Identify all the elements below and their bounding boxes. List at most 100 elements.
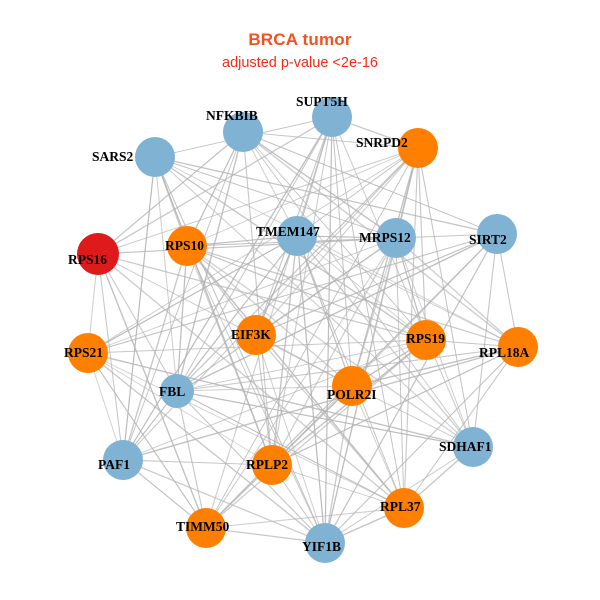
network-edge (176, 390, 405, 509)
node-label-rps19: RPS19 (406, 331, 445, 346)
network-node-supt5h[interactable] (312, 97, 352, 137)
node-label-rplp2: RPLP2 (246, 457, 288, 472)
network-node-tmem147[interactable] (277, 216, 317, 256)
node-label-rps10: RPS10 (165, 238, 204, 253)
network-node-rpl18a[interactable] (498, 327, 538, 367)
network-node-paf1[interactable] (103, 440, 143, 480)
network-edge (351, 385, 474, 448)
network-edge (242, 131, 474, 448)
network-edge (205, 507, 405, 529)
network-edge (176, 390, 207, 529)
network-node-sirt2[interactable] (477, 214, 517, 254)
network-node-rps10[interactable] (167, 226, 207, 266)
network-node-timm50[interactable] (186, 508, 226, 548)
network-edge (296, 235, 353, 387)
network-edge (97, 253, 427, 341)
network-edge (403, 346, 519, 509)
network-edge (186, 147, 419, 247)
network-edge (331, 116, 353, 387)
network-edge (176, 390, 474, 448)
network-node-fbl[interactable] (160, 374, 194, 408)
network-edge (324, 116, 333, 544)
node-label-layer: SUPT5H NFKBIB SNRPD2 SARS2 SIRT2 MRPS12 TMEM14… (64, 94, 530, 554)
network-edge (87, 352, 273, 466)
network-edge (154, 156, 178, 392)
network-edge (87, 147, 419, 354)
network-node-polr2i[interactable] (332, 366, 372, 406)
network-edge (87, 237, 397, 354)
network-edge (271, 237, 397, 466)
network-edge (87, 352, 326, 544)
network-edge (97, 253, 124, 461)
network-edge (296, 235, 519, 348)
network-edge (122, 459, 326, 544)
node-label-rpl18a: RPL18A (479, 345, 530, 360)
network-edge (186, 245, 405, 509)
node-label-rpl37: RPL37 (380, 499, 421, 514)
node-label-eif3k: EIF3K (231, 327, 271, 342)
network-node-nfkbib[interactable] (223, 112, 263, 152)
network-node-rpl37[interactable] (384, 488, 424, 528)
network-edge (97, 253, 178, 392)
network-node-eif3k[interactable] (236, 315, 276, 355)
network-edge (186, 245, 474, 448)
network-edge (186, 245, 273, 466)
network-edge (176, 339, 427, 392)
network-edge (242, 131, 397, 239)
network-edge (87, 233, 498, 354)
network-edge (87, 235, 298, 354)
node-label-paf1: PAF1 (98, 457, 130, 472)
network-edge (395, 237, 519, 348)
network-edge (331, 116, 405, 509)
node-label-sirt2: SIRT2 (469, 232, 507, 247)
network-edge (122, 346, 519, 461)
node-label-fbl: FBL (159, 384, 185, 399)
network-edge (205, 339, 427, 529)
network-edge (242, 131, 419, 149)
network-edge (255, 334, 405, 509)
network-node-rplp2[interactable] (252, 445, 292, 485)
network-edge (255, 334, 326, 544)
network-edge (255, 233, 498, 336)
network-node-rps21[interactable] (68, 333, 108, 373)
network-edge (97, 116, 333, 255)
node-label-sars2: SARS2 (92, 149, 134, 164)
edge-layer (87, 116, 519, 544)
network-edge (296, 235, 427, 341)
network-edge (242, 131, 273, 466)
network-edge (176, 245, 188, 392)
network-edge (97, 253, 207, 529)
network-node-mrps12[interactable] (376, 218, 416, 258)
network-node-rps16[interactable] (77, 233, 119, 275)
network-edge (271, 346, 519, 466)
network-edge (296, 235, 326, 544)
node-label-polr2i: POLR2I (327, 387, 377, 402)
node-label-timm50: TIMM50 (176, 519, 229, 534)
network-edge (176, 116, 333, 392)
network-edge (122, 156, 156, 461)
node-layer[interactable] (68, 97, 538, 563)
network-node-sars2[interactable] (135, 137, 175, 177)
node-label-snrpd2: SNRPD2 (356, 135, 408, 150)
network-edge (186, 245, 427, 341)
network-edge (176, 390, 326, 544)
network-edge (122, 339, 427, 461)
network-node-snrpd2[interactable] (398, 128, 438, 168)
network-edge (176, 385, 353, 392)
network-edge (97, 237, 397, 255)
network-node-rps19[interactable] (406, 320, 446, 360)
network-node-sdhaf1[interactable] (453, 427, 493, 467)
node-label-tmem147: TMEM147 (256, 224, 320, 239)
node-label-sdhaf1: SDHAF1 (439, 439, 492, 454)
network-edge (87, 352, 405, 509)
network-edge (351, 346, 519, 387)
network-edge (176, 233, 498, 392)
node-label-rps21: RPS21 (64, 345, 103, 360)
network-edge (255, 334, 273, 466)
node-label-yif1b: YIF1B (302, 539, 341, 554)
network-edge (87, 352, 474, 448)
network-node-yif1b[interactable] (305, 523, 345, 563)
network-edge (472, 233, 498, 448)
